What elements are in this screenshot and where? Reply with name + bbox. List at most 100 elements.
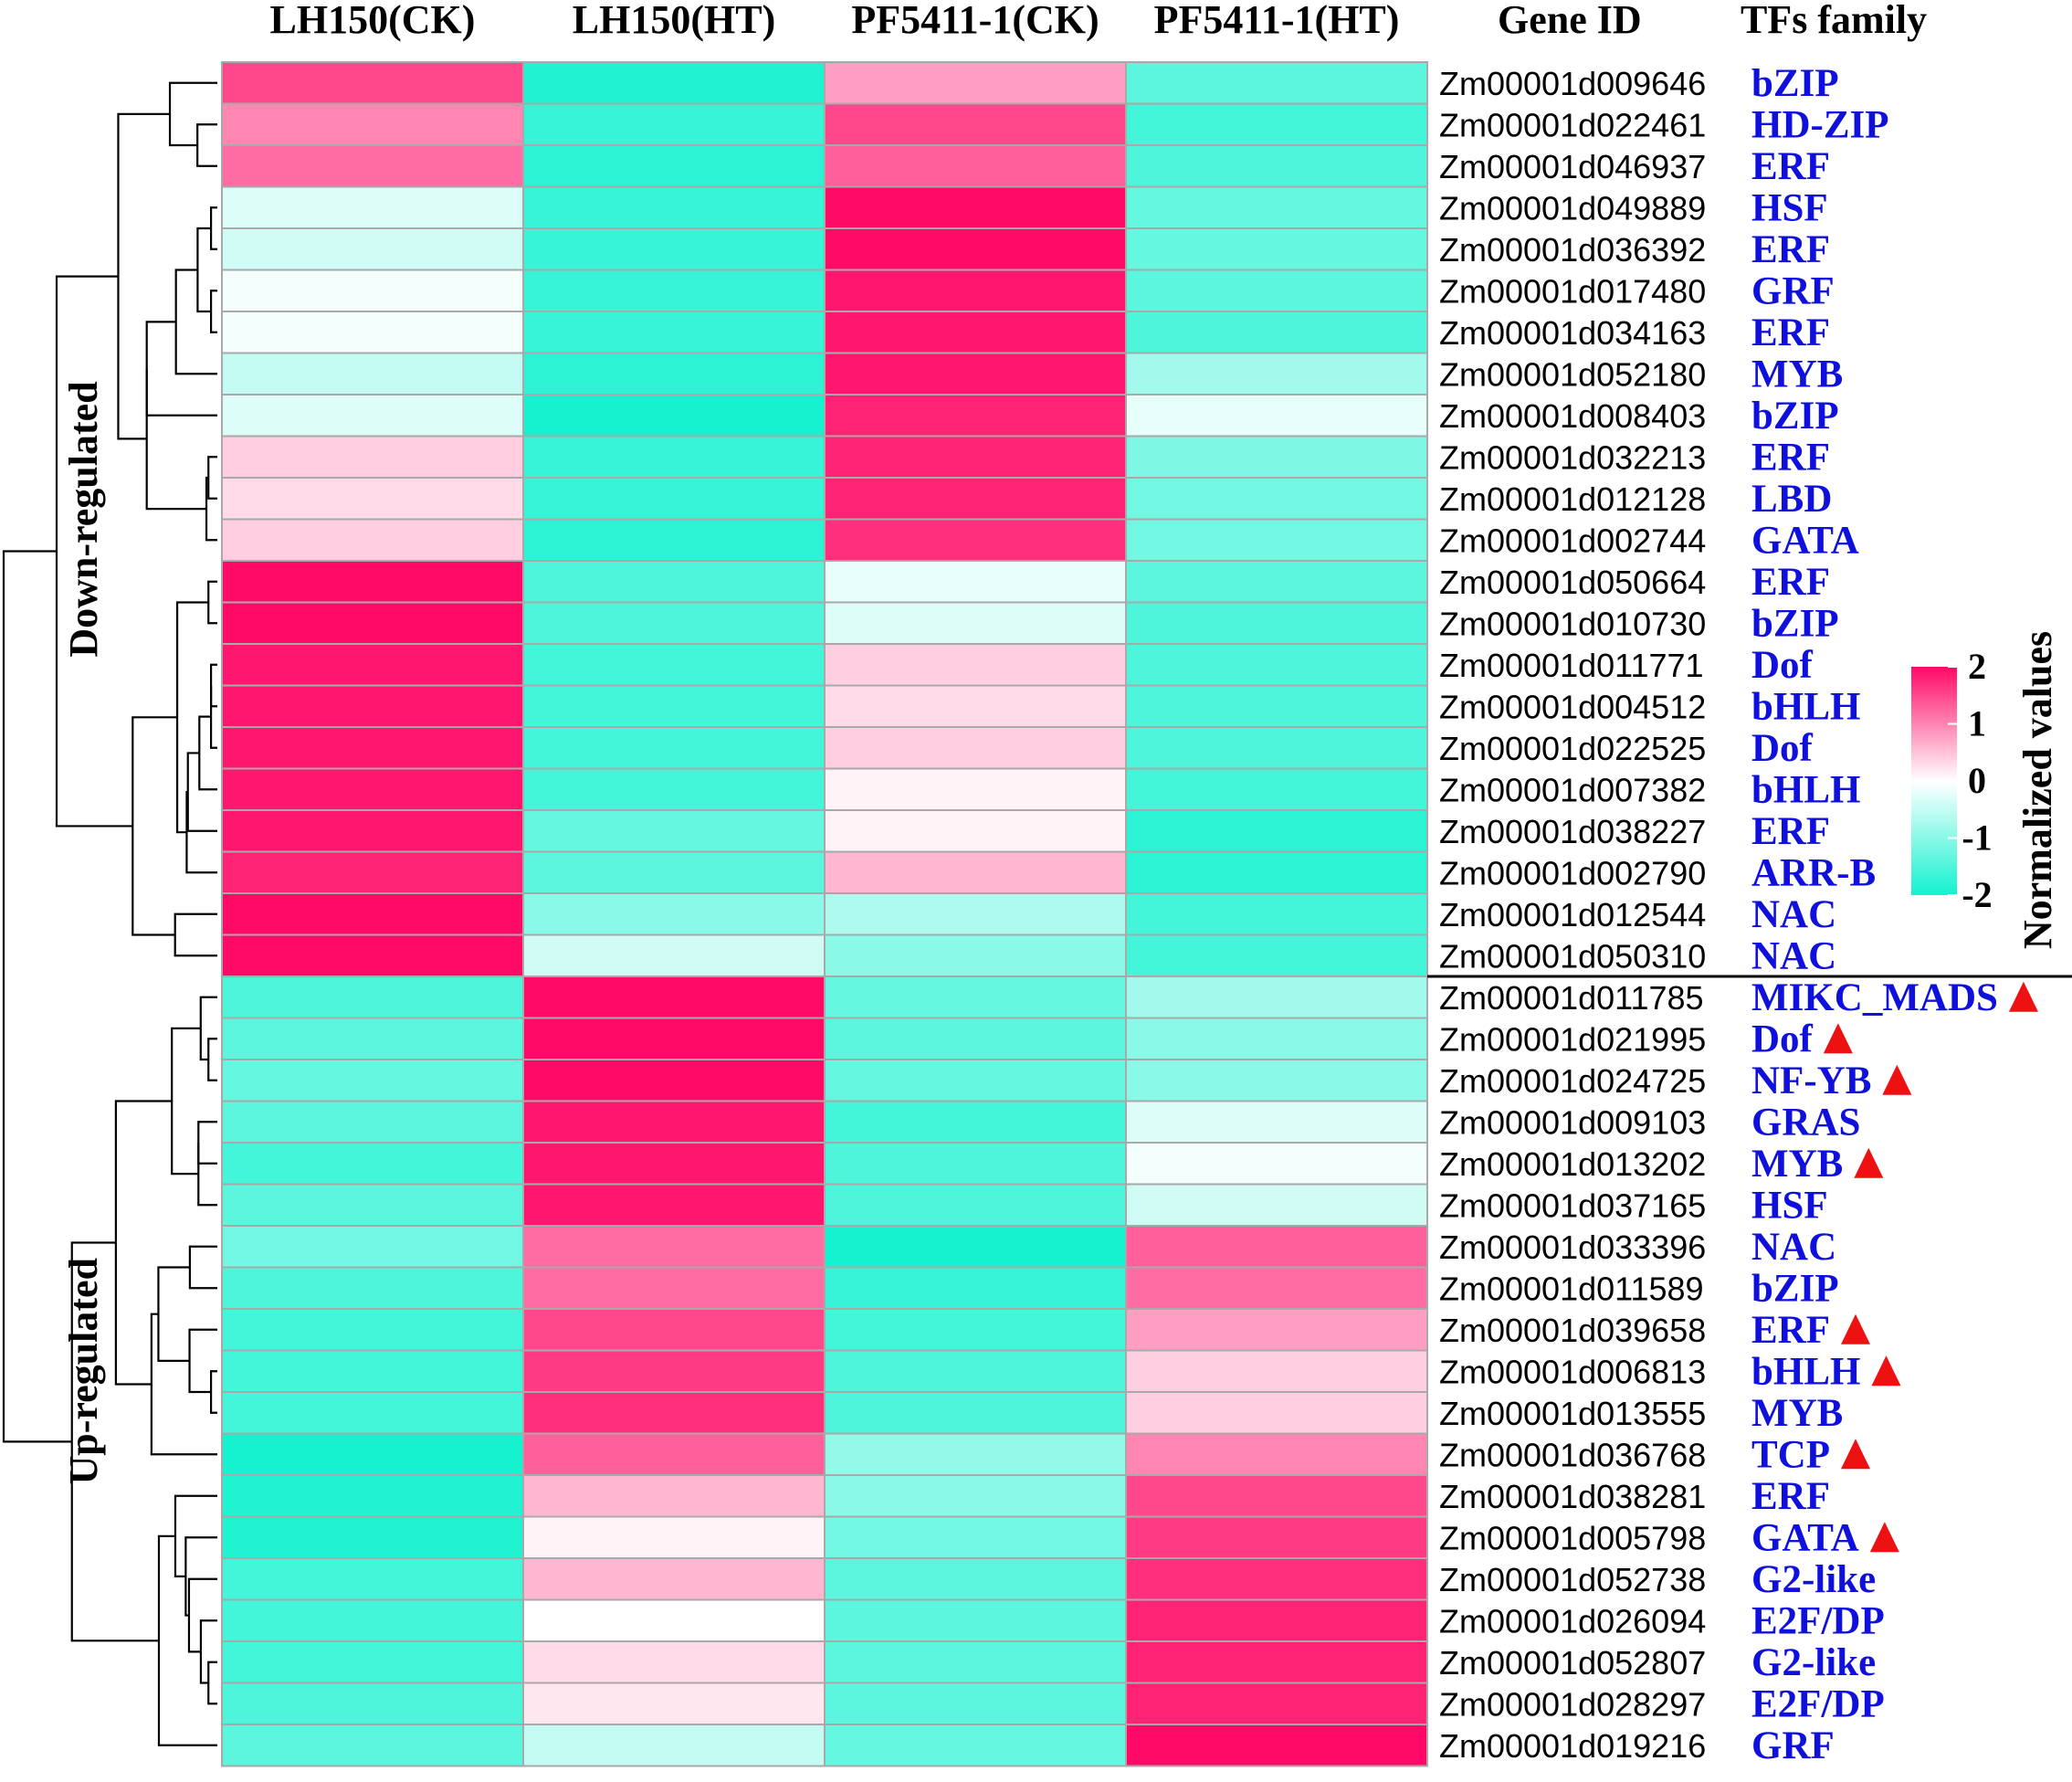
- tf-family-label: bZIP: [1751, 602, 1839, 645]
- heatmap-cell: [522, 1266, 826, 1310]
- tf-family-label: HSF: [1751, 1184, 1828, 1227]
- tf-family-label: MYB: [1751, 1392, 1843, 1435]
- heatmap-cell: [221, 227, 524, 271]
- heatmap-cell: [522, 61, 826, 105]
- column-header: LH150(CK): [270, 0, 476, 42]
- heatmap-cell: [1125, 185, 1428, 229]
- tf-family-label: MYB: [1751, 353, 1843, 395]
- heatmap-cell: [1125, 1059, 1428, 1102]
- heatmap-cell: [824, 102, 1127, 146]
- gene-id-label: Zm00001d022525: [1439, 730, 1706, 767]
- heatmap-cell: [1125, 1682, 1428, 1725]
- heatmap-cell: [1125, 435, 1428, 479]
- heatmap-cell: [221, 1724, 524, 1767]
- tf-family-label: NAC: [1751, 1226, 1836, 1269]
- heatmap-cell: [824, 185, 1127, 229]
- heatmap-cell: [522, 1598, 826, 1642]
- heatmap-cell: [221, 1142, 524, 1186]
- tf-family-label: NAC: [1751, 934, 1836, 977]
- heatmap-cell: [824, 1183, 1127, 1227]
- dendrogram-branch: [207, 1661, 217, 1705]
- heatmap-cell: [522, 1142, 826, 1186]
- marker-triangle-icon: [1869, 1522, 1899, 1553]
- marker-triangle-icon: [1871, 1355, 1901, 1387]
- heatmap-cell: [221, 269, 524, 312]
- heatmap-cell: [1125, 933, 1428, 977]
- tf-family-label: HSF: [1751, 186, 1828, 229]
- heatmap-cell: [221, 892, 524, 936]
- dendrogram-branch: [174, 269, 217, 375]
- tf-family-label: bZIP: [1751, 1267, 1839, 1310]
- dendrogram-branch: [184, 1536, 217, 1617]
- heatmap-cell: [221, 1682, 524, 1725]
- dendrogram-branch: [145, 368, 207, 511]
- marker-triangle-icon: [1841, 1439, 1870, 1470]
- heatmap-cell: [522, 975, 826, 1019]
- dendrogram-branch: [196, 123, 217, 167]
- heatmap-cell: [221, 850, 524, 894]
- heatmap-cell: [1125, 352, 1428, 395]
- gene-id-label: Zm00001d012544: [1439, 896, 1706, 933]
- heatmap-cell: [522, 185, 826, 229]
- tf-family-label: bZIP: [1751, 395, 1839, 438]
- dendrogram-branch: [186, 752, 217, 832]
- dendrogram-branch: [197, 1143, 217, 1207]
- heatmap-cell: [522, 560, 826, 604]
- heatmap-cell: [221, 102, 524, 146]
- heatmap-cell: [824, 1474, 1127, 1518]
- gene-id-label: Zm00001d050664: [1439, 564, 1706, 601]
- tf-family-label: G2-like: [1751, 1641, 1876, 1684]
- dendrogram-root: [2, 550, 72, 1443]
- gene-id-label: Zm00001d002790: [1439, 854, 1706, 891]
- gene-id-label: Zm00001d022461: [1439, 106, 1706, 143]
- row-dendrogram: [2, 81, 217, 1746]
- tf-family-label: G2-like: [1751, 1558, 1876, 1601]
- gene-id-header: Gene ID: [1498, 0, 1642, 42]
- heatmap-cell: [1125, 1266, 1428, 1310]
- dendrogram-branch: [114, 1100, 173, 1386]
- dendrogram-branch: [174, 1494, 217, 1578]
- dendrogram-branch: [157, 1266, 190, 1362]
- heatmap-cell: [522, 311, 826, 354]
- heatmap-cell: [824, 1515, 1127, 1559]
- tf-family-label: GATA: [1751, 519, 1859, 562]
- heatmap-cell: [221, 1225, 524, 1269]
- gene-id-label: Zm00001d012128: [1439, 480, 1706, 518]
- heatmap-cell: [221, 1266, 524, 1310]
- gene-id-label: Zm00001d052807: [1439, 1644, 1706, 1682]
- heatmap-cell: [824, 892, 1127, 936]
- heatmap-cell: [221, 1183, 524, 1227]
- heatmap-cell: [221, 311, 524, 354]
- dendrogram-branch: [209, 663, 217, 708]
- tf-family-label: TCP: [1751, 1433, 1830, 1476]
- dendrogram-branch: [131, 716, 178, 936]
- heatmap-cell: [1125, 1724, 1428, 1767]
- marker-triangle-icon: [1841, 1313, 1870, 1344]
- gene-id-label: Zm00001d036392: [1439, 231, 1706, 269]
- tf-family-label: ARR-B: [1751, 851, 1876, 894]
- dendrogram-branch: [188, 1245, 217, 1290]
- heatmap-cell: [1125, 477, 1428, 521]
- heatmap-cell: [824, 352, 1127, 395]
- heatmap-cell: [1125, 1474, 1428, 1518]
- tf-family-label: ERF: [1751, 145, 1830, 188]
- gene-id-label: Zm00001d036768: [1439, 1436, 1706, 1473]
- heatmap-cell: [522, 1557, 826, 1601]
- tf-family-label: bHLH: [1751, 685, 1861, 728]
- gene-id-label: Zm00001d005798: [1439, 1519, 1706, 1556]
- heatmap-cell: [221, 185, 524, 229]
- heatmap-cell: [824, 1391, 1127, 1435]
- heatmap-cell: [522, 1183, 826, 1227]
- heatmap-cell: [824, 1266, 1127, 1310]
- gene-id-label: Zm00001d028297: [1439, 1685, 1706, 1723]
- tf-family-label: GATA: [1751, 1516, 1859, 1559]
- heatmap-cell: [824, 1724, 1127, 1767]
- gene-id-label: Zm00001d024725: [1439, 1062, 1706, 1100]
- gene-id-label: Zm00001d034163: [1439, 314, 1706, 352]
- gene-id-label: Zm00001d033396: [1439, 1228, 1706, 1266]
- heatmap-cell: [522, 809, 826, 853]
- heatmap-cell: [1125, 1100, 1428, 1144]
- heatmap-cell: [824, 477, 1127, 521]
- tf-family-label: GRF: [1751, 1724, 1835, 1767]
- tf-family-label: Dof: [1751, 1018, 1814, 1060]
